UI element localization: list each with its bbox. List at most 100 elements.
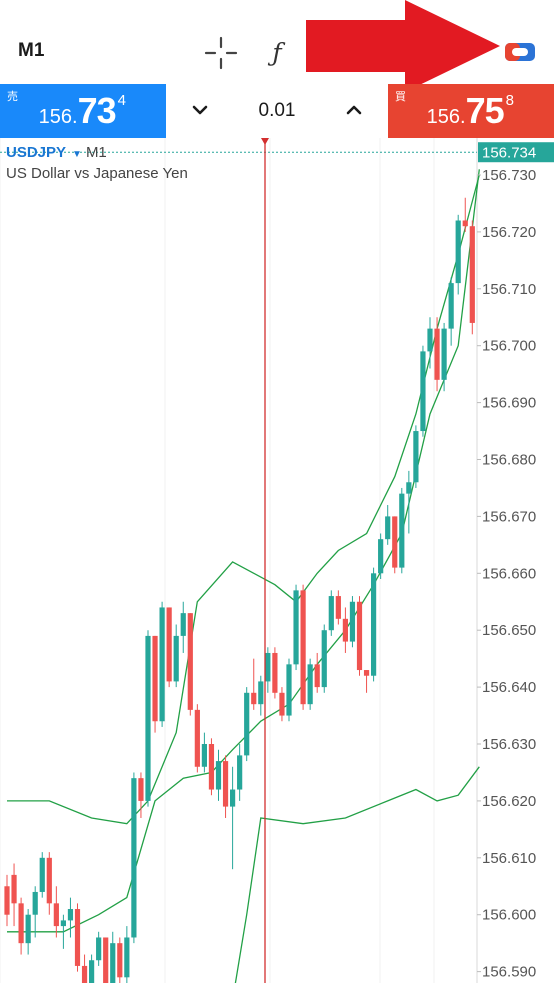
y-tick-label: 156.720 — [482, 224, 536, 241]
candle-body — [67, 909, 74, 921]
candle-body — [293, 590, 299, 665]
buy-button[interactable]: 買 156.75 8 — [388, 84, 554, 138]
sell-price-sup: 4 — [117, 92, 126, 109]
candle-body — [180, 613, 186, 636]
candle-body — [208, 744, 215, 790]
price-chart[interactable]: 156.730 156.720 156.710 156.700 156.690 156.6… — [0, 138, 554, 983]
candle-body — [117, 943, 123, 978]
candle-body — [96, 937, 102, 961]
candle-body — [406, 482, 412, 494]
candle-body — [314, 664, 320, 688]
y-tick-label: 156.590 — [482, 964, 536, 981]
one-click-trade-panel: 売 156.73 4 0.01 買 156.75 8 — [0, 84, 554, 138]
candle-body — [194, 709, 200, 767]
candle-body — [145, 635, 151, 801]
candle-body — [124, 937, 130, 978]
buy-price-sup: 8 — [505, 92, 514, 109]
candle-body — [448, 283, 454, 329]
buy-price: 156.75 8 — [427, 90, 514, 132]
candle-body — [81, 965, 88, 983]
sell-price: 156.73 4 — [39, 90, 126, 132]
timeframe-button[interactable]: M1 — [18, 40, 45, 61]
candle-body — [131, 778, 137, 938]
candle-body — [434, 328, 440, 380]
candle-body — [258, 681, 264, 705]
symbol-description: US Dollar vs Japanese Yen — [6, 165, 188, 182]
candle-body — [321, 630, 327, 688]
y-tick-label: 156.640 — [482, 679, 536, 696]
bollinger-band-middle — [7, 169, 480, 933]
candle-body — [215, 761, 222, 790]
buy-label: 買 — [395, 91, 406, 103]
red-arrow-annotation — [306, 0, 500, 90]
buy-price-prefix: 156. — [426, 106, 466, 128]
candle-body — [251, 692, 257, 705]
one-click-trading-icon[interactable] — [505, 41, 535, 63]
y-tick-label: 156.650 — [482, 622, 536, 639]
candle-body — [363, 670, 370, 676]
candle-body — [286, 664, 292, 716]
candle-body — [89, 960, 95, 983]
candle-body — [173, 635, 179, 682]
symbol-timeframe: M1 — [85, 144, 107, 161]
lot-size-value[interactable]: 0.01 — [258, 100, 296, 121]
chevron-up-icon[interactable] — [342, 96, 366, 124]
y-tick-label: 156.630 — [482, 736, 536, 753]
candle-body — [159, 607, 165, 722]
candle-body — [18, 903, 24, 944]
y-tick-label: 156.620 — [482, 793, 536, 810]
candle-body — [392, 516, 398, 568]
candle-body — [110, 943, 116, 983]
candle-body — [420, 351, 426, 432]
y-tick-label: 156.700 — [482, 338, 536, 355]
sell-button[interactable]: 売 156.73 4 — [0, 84, 166, 138]
candle-body — [152, 635, 158, 722]
candle-body — [279, 692, 285, 716]
crosshair-icon[interactable] — [204, 36, 238, 70]
candle-body — [201, 744, 207, 767]
symbol-dropdown-icon[interactable]: ▼ — [72, 149, 82, 160]
indicator-f-icon[interactable]: ƒ — [272, 38, 282, 67]
buy-price-big: 75 — [465, 90, 505, 131]
bollinger-band-lower — [234, 766, 480, 983]
sell-price-big: 73 — [77, 90, 117, 131]
candle-body — [328, 596, 334, 631]
candle-body — [342, 618, 348, 642]
y-tick-label: 156.730 — [482, 167, 536, 184]
symbol-name[interactable]: USDJPY — [6, 144, 67, 161]
candle-body — [300, 590, 306, 705]
candle-body — [378, 539, 384, 574]
candle-body — [46, 857, 52, 904]
current-price-tag — [478, 142, 554, 163]
candle-body — [455, 220, 461, 284]
candle-body — [462, 220, 468, 227]
crosshair-marker — [261, 138, 269, 145]
chevron-down-icon[interactable] — [188, 96, 212, 124]
candle-body — [469, 226, 475, 323]
lot-size-control: 0.01 — [166, 84, 388, 138]
candle-body — [385, 516, 391, 540]
y-tick-label: 156.610 — [482, 850, 536, 867]
sell-label: 売 — [7, 91, 18, 103]
candle-body — [60, 920, 66, 927]
sell-price-prefix: 156. — [38, 106, 78, 128]
y-tick-label: 156.670 — [482, 508, 536, 525]
y-tick-label: 156.680 — [482, 451, 536, 468]
bollinger-band-upper — [7, 174, 480, 825]
candle-body — [427, 328, 433, 352]
candle-body — [413, 431, 419, 483]
y-tick-label: 156.600 — [482, 907, 536, 924]
candle-body — [399, 493, 405, 568]
y-tick-label: 156.690 — [482, 395, 536, 412]
current-price-label: 156.734 — [482, 145, 536, 162]
candle-body — [32, 891, 38, 915]
candle-body — [4, 886, 10, 915]
candle-body — [11, 874, 17, 904]
chart-canvas[interactable]: 156.730 156.720 156.710 156.700 156.690 156.6… — [0, 138, 554, 983]
candle-body — [222, 761, 229, 807]
candle-body — [138, 778, 144, 801]
candle-body — [187, 613, 193, 710]
candle-body — [53, 903, 59, 927]
y-tick-label: 156.660 — [482, 565, 536, 582]
candle-body — [230, 789, 236, 807]
